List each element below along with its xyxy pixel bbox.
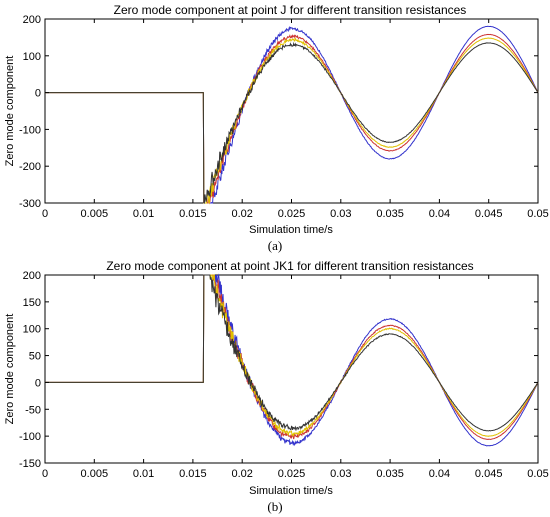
series-line xyxy=(45,274,539,432)
y-tick-label: 200 xyxy=(23,270,41,282)
x-tick-label: 0.005 xyxy=(81,468,109,480)
x-tick-label: 0 xyxy=(42,208,48,220)
y-tick-label: 200 xyxy=(23,14,41,26)
y-tick-label: -100 xyxy=(19,124,41,136)
x-tick-label: 0.03 xyxy=(330,208,351,220)
y-tick-label: 100 xyxy=(23,324,41,336)
y-tick-label: -100 xyxy=(19,431,41,443)
panel-a-y-ticks: -300 -200 -100 0 100 200 xyxy=(19,14,538,210)
series-line xyxy=(45,41,539,204)
y-tick-label: -50 xyxy=(25,404,41,416)
x-tick-label: 0.01 xyxy=(133,208,154,220)
panel-b-y-axis-label: Zero mode component xyxy=(4,314,16,425)
panel-b-title: Zero mode component at point JK1 for dif… xyxy=(106,259,473,273)
y-tick-label: 0 xyxy=(35,88,41,100)
x-tick-label: 0.04 xyxy=(429,468,450,480)
panel-a-x-axis-label: Simulation time/s xyxy=(249,224,333,236)
x-tick-label: 0.005 xyxy=(81,208,109,220)
panel-b-x-axis-label: Simulation time/s xyxy=(249,485,333,497)
panel-b-caption: (b) xyxy=(267,499,282,514)
x-tick-label: 0.045 xyxy=(475,468,503,480)
x-tick-label: 0.03 xyxy=(330,468,351,480)
x-tick-label: 0 xyxy=(42,468,48,480)
y-tick-label: 50 xyxy=(29,351,41,363)
panel-b: Zero mode component at point JK1 for dif… xyxy=(4,259,549,514)
y-tick-label: 100 xyxy=(23,51,41,63)
x-tick-label: 0.015 xyxy=(179,468,207,480)
x-tick-label: 0.02 xyxy=(231,208,252,220)
x-tick-label: 0.045 xyxy=(475,208,503,220)
panel-a-caption: (a) xyxy=(268,238,282,253)
x-tick-label: 0.035 xyxy=(376,208,404,220)
x-tick-label: 0.05 xyxy=(527,468,548,480)
panel-a-title: Zero mode component at point J for diffe… xyxy=(114,3,467,17)
panel-b-y-ticks: -150 -100 -50 0 50 100 150 200 xyxy=(19,270,538,470)
x-tick-label: 0.04 xyxy=(429,208,450,220)
x-tick-label: 0.025 xyxy=(278,468,306,480)
x-tick-label: 0.05 xyxy=(527,208,548,220)
x-tick-label: 0.025 xyxy=(278,208,306,220)
panel-a-plot xyxy=(45,25,539,205)
panel-a-y-axis-label: Zero mode component xyxy=(4,56,16,167)
panel-b-plot xyxy=(45,273,539,447)
y-tick-label: -200 xyxy=(19,161,41,173)
y-tick-label: -150 xyxy=(19,458,41,470)
y-tick-label: 0 xyxy=(35,377,41,389)
panel-a-plot-area xyxy=(44,18,539,204)
panel-b-x-ticks: 0 0.005 0.01 0.015 0.02 0.025 0.03 0.035 0.04 0.0… xyxy=(42,275,549,480)
x-tick-label: 0.035 xyxy=(376,468,404,480)
y-tick-label: -300 xyxy=(19,198,41,210)
y-tick-label: 150 xyxy=(23,297,41,309)
x-tick-label: 0.015 xyxy=(179,208,207,220)
panel-a: Zero mode component at point J for diffe… xyxy=(4,3,549,253)
x-tick-label: 0.01 xyxy=(133,468,154,480)
panel-a-x-ticks: 0 0.005 0.01 0.015 0.02 0.025 0.03 0.035 0.04 0.0… xyxy=(42,19,549,220)
x-tick-label: 0.02 xyxy=(231,468,252,480)
